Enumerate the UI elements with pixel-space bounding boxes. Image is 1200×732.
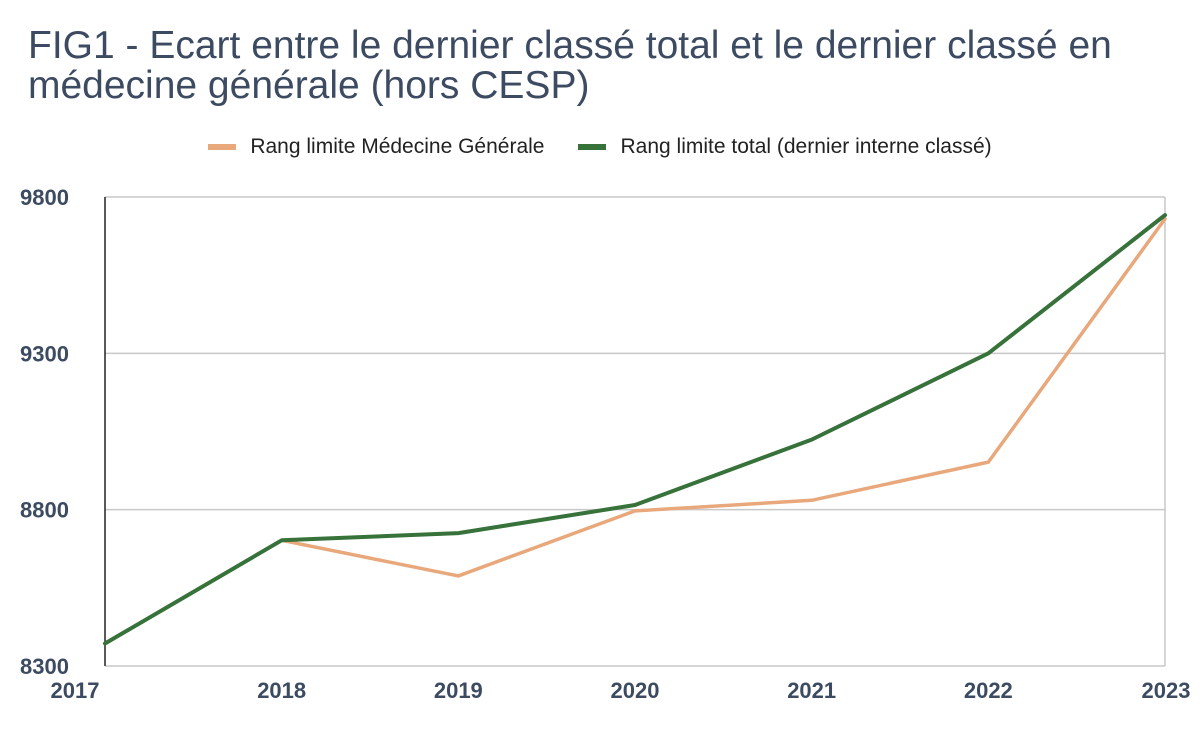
legend-swatch-medecine-generale [208, 144, 237, 150]
x-tick-label: 2017 [51, 678, 100, 703]
x-tick-label: 2021 [787, 678, 836, 703]
x-tick-label: 2018 [257, 678, 306, 703]
y-tick-label: 8800 [20, 498, 69, 523]
series-line-total [103, 213, 1167, 646]
x-tick-label: 2020 [611, 678, 660, 703]
x-tick-label: 2023 [1142, 678, 1191, 703]
y-tick-label: 8300 [20, 654, 69, 679]
y-tick-label: 9300 [20, 341, 69, 366]
series-line-medecine-generale [103, 217, 1167, 646]
x-tick-label: 2019 [434, 678, 483, 703]
chart-legend: Rang limite Médecine Générale Rang limit… [0, 135, 1200, 159]
legend-swatch-total [578, 144, 607, 150]
legend-label-medecine-generale: Rang limite Médecine Générale [250, 135, 545, 158]
legend-item-medecine-generale: Rang limite Médecine Générale [208, 135, 544, 159]
y-tick-label: 9800 [20, 185, 69, 210]
chart-title: FIG1 - Ecart entre le dernier classé tot… [28, 24, 1112, 107]
legend-label-total: Rang limite total (dernier interne class… [620, 135, 992, 158]
legend-item-total: Rang limite total (dernier interne class… [578, 135, 992, 159]
x-tick-label: 2022 [964, 678, 1013, 703]
